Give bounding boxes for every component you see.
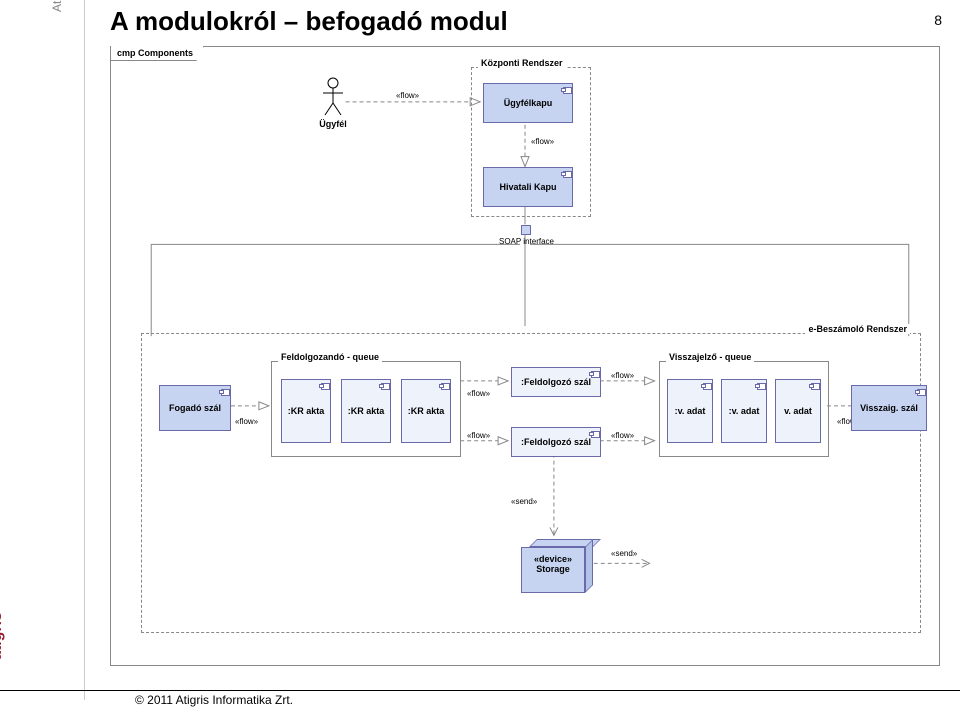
comp-vadat-2: :v. adat (721, 379, 767, 443)
comp-fogado: Fogadó szál (159, 385, 231, 431)
feldolgozo-label: :Feldolgozó szál (521, 437, 591, 447)
comp-kr-akta-3: :KR akta (401, 379, 451, 443)
uml-diagram-frame: cmp Components (110, 46, 940, 666)
comp-hivatali-label: Hivatali Kapu (499, 182, 556, 192)
footer-divider (0, 690, 960, 691)
send-label: «send» (511, 497, 537, 506)
component-icon (916, 388, 924, 396)
flow-label: «flow» (396, 91, 419, 100)
send-label: «send» (611, 549, 637, 558)
flow-label: «flow» (467, 431, 490, 440)
component-icon (702, 382, 710, 390)
flow-label: «flow» (611, 371, 634, 380)
brand-vertical-text: Atigris Zrt. (50, 0, 64, 12)
slide-title: A modulokról – befogadó modul (110, 6, 508, 37)
brand-logo: atigris (0, 612, 6, 660)
footer-copyright: © 2011 Atigris Informatika Zrt. (135, 693, 293, 707)
device-name: Storage (522, 564, 584, 574)
component-icon (440, 382, 448, 390)
flow-label: «flow» (531, 137, 554, 146)
comp-ugyfelkapu: Ügyfélkapu (483, 83, 573, 123)
vadat-label: :v. adat (729, 406, 760, 416)
comp-kr-akta-2: :KR akta (341, 379, 391, 443)
kr-akta-label: :KR akta (348, 406, 385, 416)
flow-label: «flow» (235, 417, 258, 426)
port-soap (521, 225, 531, 235)
comp-feldolgozo-1: :Feldolgozó szál (511, 367, 601, 397)
comp-ugyfelkapu-label: Ügyfélkapu (504, 98, 553, 108)
device-storage: «device» Storage (521, 539, 595, 593)
component-icon (320, 382, 328, 390)
component-icon (810, 382, 818, 390)
flow-label: «flow» (467, 389, 490, 398)
flow-label: «flow» (611, 431, 634, 440)
pkg-kozponti-label: Központi Rendszer (478, 58, 566, 68)
kr-akta-label: :KR akta (408, 406, 445, 416)
comp-feldolgozo-2: :Feldolgozó szál (511, 427, 601, 457)
device-stereotype: «device» (522, 554, 584, 564)
page-number: 8 (934, 12, 942, 28)
component-icon (590, 370, 598, 378)
diagram-caption: cmp Components (110, 46, 204, 61)
pkg-ebeszamolo-label: e-Beszámoló Rendszer (805, 324, 910, 334)
brand-sidebar: Atigris Zrt. atigris (0, 0, 85, 700)
comp-hivatali: Hivatali Kapu (483, 167, 573, 207)
component-icon (590, 430, 598, 438)
pkg-visszajelzo-label: Visszajelző - queue (666, 352, 754, 362)
comp-vadat-3: v. adat (775, 379, 821, 443)
feldolgozo-label: :Feldolgozó szál (521, 377, 591, 387)
component-icon (562, 170, 570, 178)
comp-visszaig-label: Visszaig. szál (860, 403, 918, 413)
comp-kr-akta-1: :KR akta (281, 379, 331, 443)
comp-visszaig: Visszaig. szál (851, 385, 927, 431)
component-icon (756, 382, 764, 390)
vadat-label: v. adat (784, 406, 812, 416)
vadat-label: :v. adat (675, 406, 706, 416)
component-icon (220, 388, 228, 396)
pkg-feldolgozando-label: Feldolgozandó - queue (278, 352, 382, 362)
actor-label: Ügyfél (311, 119, 355, 129)
kr-akta-label: :KR akta (288, 406, 325, 416)
actor-ugyfel (321, 77, 345, 117)
comp-fogado-label: Fogadó szál (169, 403, 221, 413)
comp-vadat-1: :v. adat (667, 379, 713, 443)
component-icon (380, 382, 388, 390)
iface-soap-label: SOAP interface (499, 237, 554, 246)
component-icon (562, 86, 570, 94)
